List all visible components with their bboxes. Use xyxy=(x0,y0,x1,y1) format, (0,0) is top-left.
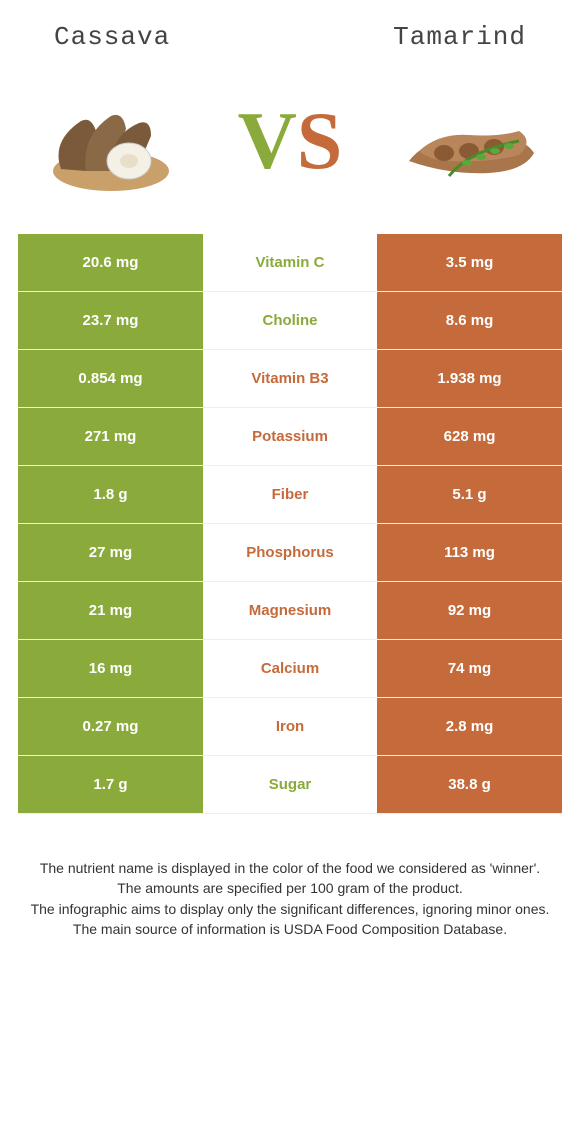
header: Cassava Tamarind xyxy=(18,22,562,76)
left-value: 27 mg xyxy=(18,524,203,581)
vs-label: V S xyxy=(238,94,343,188)
nutrient-label: Choline xyxy=(203,292,377,349)
left-value: 23.7 mg xyxy=(18,292,203,349)
left-value: 20.6 mg xyxy=(18,234,203,291)
footnote-line: The infographic aims to display only the… xyxy=(28,899,552,919)
nutrient-label: Vitamin C xyxy=(203,234,377,291)
right-value: 8.6 mg xyxy=(377,292,562,349)
tamarind-image xyxy=(384,76,554,206)
table-row: 20.6 mgVitamin C3.5 mg xyxy=(18,234,562,292)
nutrient-label: Calcium xyxy=(203,640,377,697)
nutrient-label: Fiber xyxy=(203,466,377,523)
nutrient-label: Phosphorus xyxy=(203,524,377,581)
table-row: 23.7 mgCholine8.6 mg xyxy=(18,292,562,350)
right-value: 5.1 g xyxy=(377,466,562,523)
table-row: 271 mgPotassium628 mg xyxy=(18,408,562,466)
table-row: 0.854 mgVitamin B31.938 mg xyxy=(18,350,562,408)
table-row: 1.7 gSugar38.8 g xyxy=(18,756,562,814)
right-food-title: Tamarind xyxy=(393,22,526,52)
left-value: 0.854 mg xyxy=(18,350,203,407)
cassava-icon xyxy=(31,81,191,201)
table-row: 27 mgPhosphorus113 mg xyxy=(18,524,562,582)
comparison-table: 20.6 mgVitamin C3.5 mg23.7 mgCholine8.6 … xyxy=(18,234,562,814)
table-row: 0.27 mgIron2.8 mg xyxy=(18,698,562,756)
nutrient-label: Magnesium xyxy=(203,582,377,639)
nutrient-label: Iron xyxy=(203,698,377,755)
footnote-line: The nutrient name is displayed in the co… xyxy=(28,858,552,878)
right-value: 628 mg xyxy=(377,408,562,465)
right-value: 92 mg xyxy=(377,582,562,639)
right-value: 3.5 mg xyxy=(377,234,562,291)
vs-s-letter: S xyxy=(297,94,343,188)
left-value: 271 mg xyxy=(18,408,203,465)
table-row: 1.8 gFiber5.1 g xyxy=(18,466,562,524)
right-value: 74 mg xyxy=(377,640,562,697)
footnote-line: The amounts are specified per 100 gram o… xyxy=(28,878,552,898)
footnote-line: The main source of information is USDA F… xyxy=(28,919,552,939)
nutrient-label: Vitamin B3 xyxy=(203,350,377,407)
left-value: 21 mg xyxy=(18,582,203,639)
right-value: 113 mg xyxy=(377,524,562,581)
nutrient-label: Potassium xyxy=(203,408,377,465)
vs-row: V S xyxy=(18,76,562,234)
table-row: 21 mgMagnesium92 mg xyxy=(18,582,562,640)
left-value: 1.8 g xyxy=(18,466,203,523)
nutrient-label: Sugar xyxy=(203,756,377,813)
table-row: 16 mgCalcium74 mg xyxy=(18,640,562,698)
right-value: 1.938 mg xyxy=(377,350,562,407)
footnotes: The nutrient name is displayed in the co… xyxy=(18,814,562,939)
right-value: 38.8 g xyxy=(377,756,562,813)
cassava-image xyxy=(26,76,196,206)
vs-v-letter: V xyxy=(238,94,297,188)
right-value: 2.8 mg xyxy=(377,698,562,755)
left-value: 16 mg xyxy=(18,640,203,697)
left-value: 0.27 mg xyxy=(18,698,203,755)
tamarind-icon xyxy=(389,81,549,201)
left-value: 1.7 g xyxy=(18,756,203,813)
left-food-title: Cassava xyxy=(54,22,170,52)
